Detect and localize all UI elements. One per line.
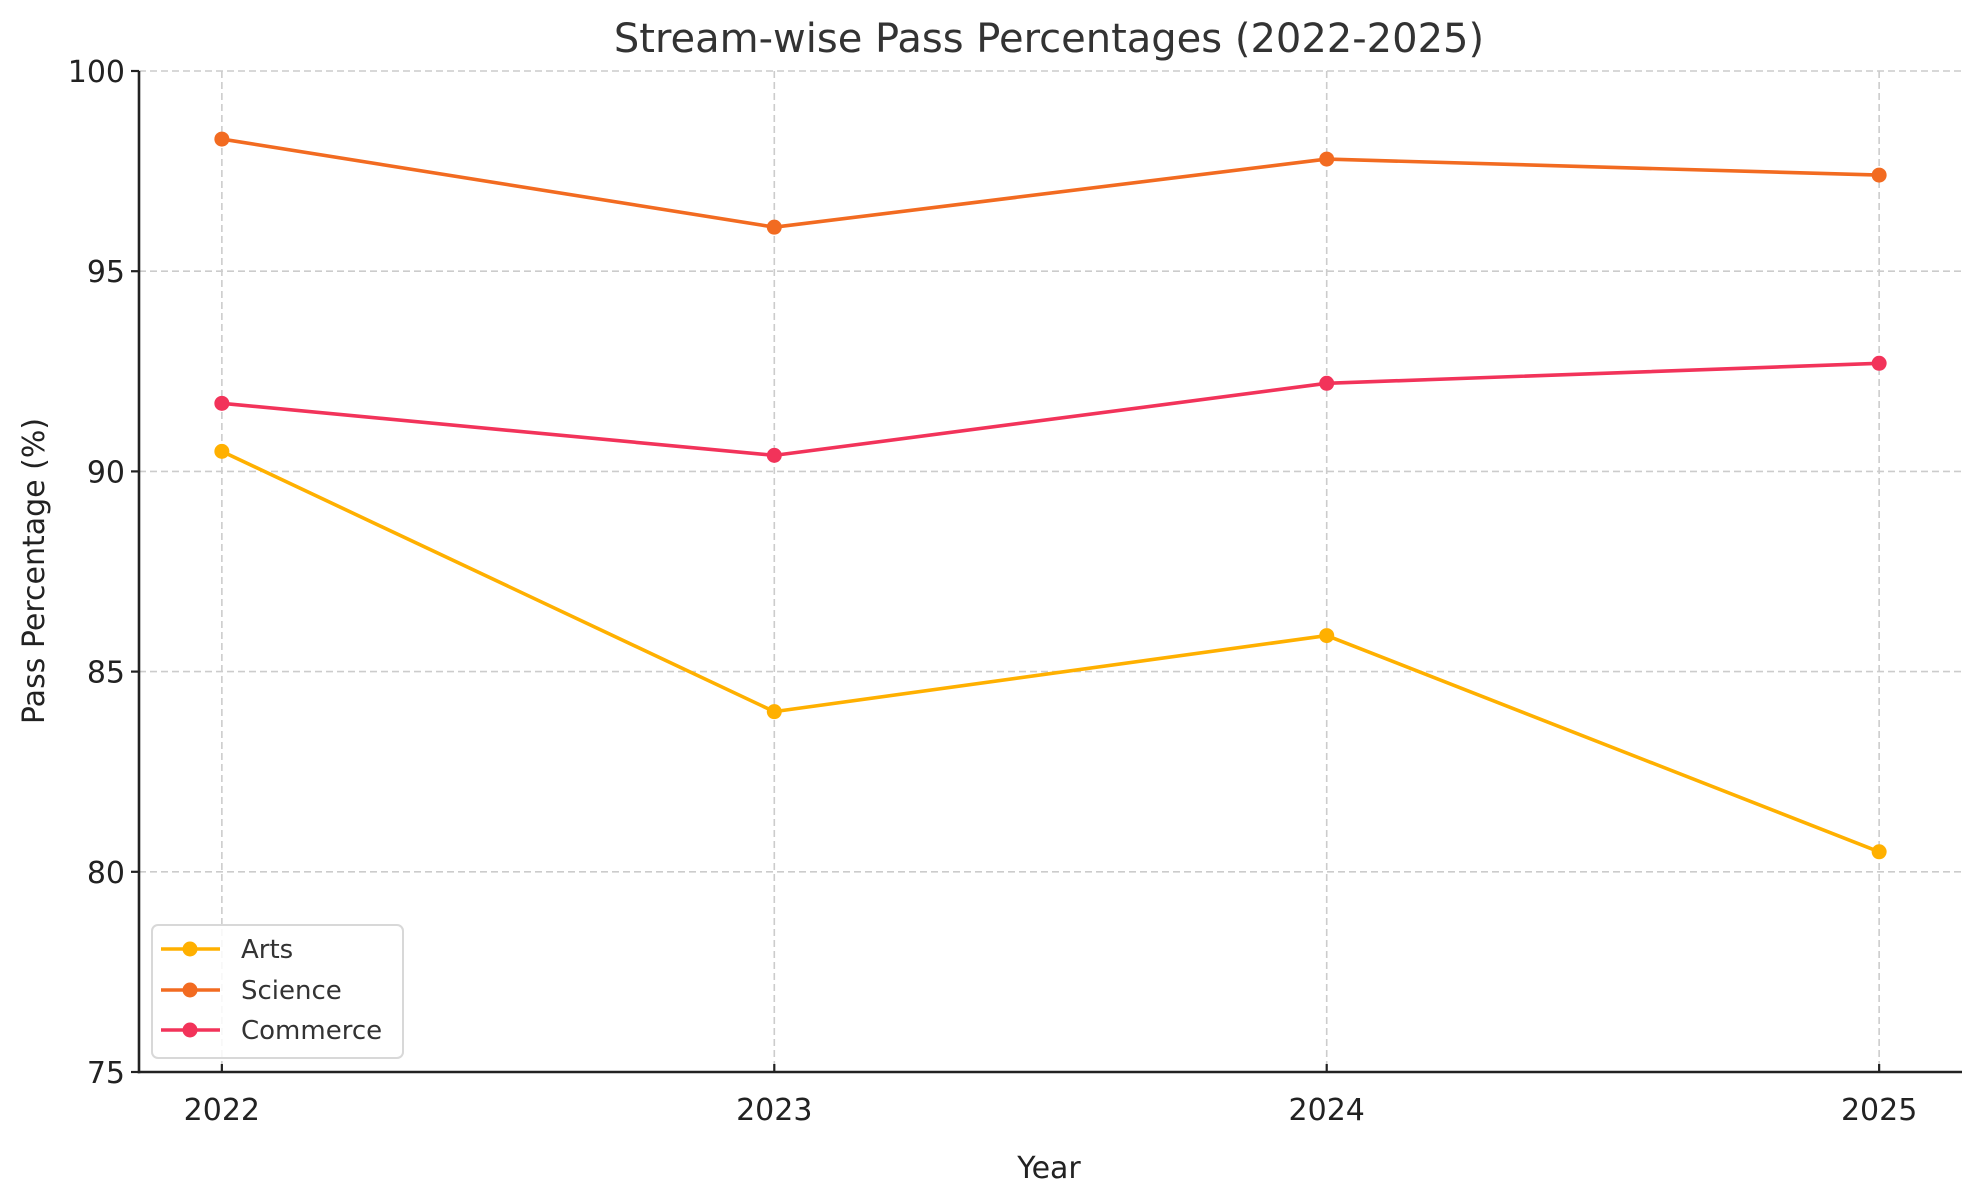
- legend-item-science: Science: [161, 976, 342, 1006]
- legend-box: [151, 924, 404, 1059]
- series-arts: [214, 443, 1887, 860]
- data-point-science-2024: [1319, 151, 1335, 167]
- y-ticks: 75 80 85 90 95 100: [68, 55, 139, 1091]
- legend-swatch-marker: [182, 1022, 198, 1038]
- series-line-arts: [220, 449, 1881, 854]
- gridlines: [139, 70, 1962, 1072]
- data-point-science-2023: [766, 219, 782, 235]
- legend-item-arts: Arts: [161, 935, 293, 965]
- data-point-commerce-2025: [1871, 355, 1887, 371]
- x-tick-label: 2023: [736, 1093, 812, 1128]
- legend-swatch-marker: [182, 941, 198, 957]
- y-tick-label: 75: [87, 1056, 125, 1091]
- y-tick-label: 80: [87, 856, 125, 891]
- x-tick-label: 2024: [1289, 1093, 1365, 1128]
- legend-label: Commerce: [241, 1016, 382, 1046]
- x-tick-label: 2022: [184, 1093, 260, 1128]
- legend-swatch-marker: [182, 982, 198, 998]
- y-tick-label: 95: [87, 255, 125, 290]
- series-commerce: [214, 355, 1887, 463]
- data-point-arts-2023: [766, 704, 782, 720]
- y-tick-label: 90: [87, 455, 125, 490]
- legend: Arts Science Commerce: [151, 924, 404, 1059]
- data-point-commerce-2022: [214, 395, 230, 411]
- x-tick-label: 2025: [1841, 1093, 1917, 1128]
- data-point-science-2022: [214, 131, 230, 147]
- series-science: [214, 131, 1887, 235]
- y-axis-label: Pass Percentage (%): [17, 418, 52, 724]
- legend-label: Arts: [241, 935, 293, 965]
- axes: [137, 71, 1962, 1074]
- series-line-commerce: [220, 361, 1881, 458]
- x-axis-label: Year: [1016, 1151, 1081, 1180]
- data-point-arts-2022: [214, 443, 230, 459]
- y-tick-label: 85: [87, 656, 125, 691]
- legend-label: Science: [241, 976, 342, 1006]
- series-layer: [214, 131, 1887, 860]
- data-point-commerce-2024: [1319, 375, 1335, 391]
- y-tick-label: 100: [68, 55, 125, 90]
- x-ticks: 2022 2023 2024 2025: [184, 1064, 1917, 1128]
- chart-title: Stream-wise Pass Percentages (2022-2025): [614, 16, 1484, 62]
- legend-item-commerce: Commerce: [161, 1016, 382, 1046]
- data-point-science-2025: [1871, 167, 1887, 183]
- data-point-commerce-2023: [766, 447, 782, 463]
- series-line-science: [220, 137, 1881, 229]
- data-point-arts-2025: [1871, 844, 1887, 860]
- data-point-arts-2024: [1319, 628, 1335, 644]
